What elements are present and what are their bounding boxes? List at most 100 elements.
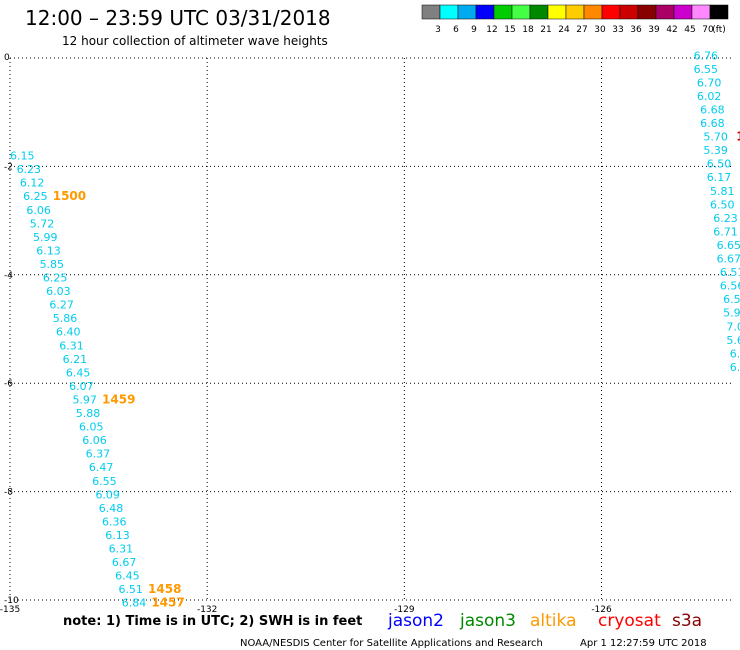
swh-value-cryosat: 6.50 — [710, 198, 735, 211]
plot-grid — [9, 57, 733, 601]
swh-value-cryosat: 5.39 — [703, 144, 728, 157]
swh-value-cryosat: 6.23 — [713, 212, 738, 225]
swh-value-altika: 6.84 — [122, 597, 146, 610]
color-swatch — [565, 4, 585, 20]
pass-time-label: 1457 — [151, 596, 184, 610]
swh-value-altika: 6.12 — [20, 177, 45, 190]
color-scale-label: 30 — [594, 25, 606, 35]
swh-value-altika: 6.27 — [49, 299, 74, 312]
color-scale-label: 9 — [471, 25, 477, 35]
color-scale-label: 27 — [576, 25, 587, 35]
swh-value-altika: 5.97 — [72, 393, 97, 406]
swh-value-altika: 5.86 — [53, 312, 78, 325]
color-swatch — [439, 4, 459, 20]
color-scale-label: 39 — [648, 25, 660, 35]
legend-cryosat: cryosat — [598, 611, 661, 631]
color-scale-label: 18 — [522, 25, 534, 35]
swh-value-altika: 6.40 — [56, 326, 81, 339]
swh-value-altika: 6.25 — [23, 190, 48, 203]
color-scale-label: 33 — [612, 25, 623, 35]
y-tick-label: -4 — [4, 271, 13, 281]
color-swatch — [691, 4, 711, 20]
swh-value-cryosat: 6.55 — [694, 63, 719, 76]
pass-time-label: 1458 — [148, 582, 181, 596]
swh-value-altika: 6.21 — [63, 353, 88, 366]
wave-height-labels: 6.156.236.126.256.065.725.996.135.856.25… — [10, 49, 740, 609]
color-swatch — [493, 4, 513, 20]
footer-timestamp: Apr 1 12:27:59 UTC 2018 — [580, 638, 707, 649]
swh-value-altika: 6.23 — [17, 163, 42, 176]
legend-jason2: jason2 — [387, 611, 444, 631]
swh-value-altika: 6.06 — [26, 204, 50, 217]
y-tick-label: 0 — [4, 53, 10, 63]
swh-value-altika: 6.37 — [86, 448, 111, 461]
pass-time-label: 1338 — [736, 130, 740, 144]
swh-value-altika: 6.51 — [118, 583, 143, 596]
pass-time-label: 1500 — [53, 189, 86, 203]
y-tick-label: -2 — [4, 162, 13, 172]
swh-value-altika: 6.03 — [46, 285, 71, 298]
x-tick-label: -135 — [0, 605, 20, 615]
color-scale-label: 12 — [486, 25, 497, 35]
swh-value-cryosat: 6.70 — [697, 76, 722, 89]
swh-value-altika: 6.31 — [109, 543, 134, 556]
swh-value-cryosat: 5.64 — [726, 334, 740, 347]
color-swatch — [655, 4, 675, 20]
swh-value-altika: 6.45 — [66, 366, 91, 379]
color-swatch — [619, 4, 639, 20]
color-swatch — [511, 4, 531, 20]
x-axis-ticks: -135-132-129-126-123-12( — [0, 605, 612, 615]
swh-value-altika: 6.06 — [82, 434, 107, 447]
chart-subtitle: 12 hour collection of altimeter wave hei… — [62, 34, 328, 48]
pass-time-label: 1459 — [102, 392, 135, 406]
swh-value-cryosat: 6.65 — [717, 239, 740, 252]
swh-value-altika: 6.13 — [105, 529, 129, 542]
swh-value-altika: 6.36 — [102, 515, 127, 528]
color-swatch — [547, 4, 567, 20]
x-tick-label: -126 — [591, 605, 612, 615]
swh-value-cryosat: 6.76 — [694, 49, 719, 62]
color-swatch — [457, 4, 477, 20]
color-swatch — [583, 4, 603, 20]
y-tick-label: -8 — [4, 488, 13, 498]
legend-s3a: s3a — [672, 611, 702, 631]
footer-credit: NOAA/NESDIS Center for Satellite Applica… — [240, 638, 543, 649]
chart-title: 12:00 – 23:59 UTC 03/31/2018 — [25, 6, 331, 30]
legend-jason3: jason3 — [459, 611, 516, 631]
color-scale-label: 21 — [540, 25, 551, 35]
swh-value-altika: 6.31 — [59, 339, 84, 352]
color-swatch — [709, 4, 729, 20]
swh-value-altika: 6.13 — [36, 244, 61, 257]
color-swatch — [673, 4, 693, 20]
y-tick-label: -10 — [4, 596, 19, 606]
swh-value-altika: 5.72 — [30, 217, 55, 230]
swh-value-altika: 6.07 — [69, 380, 94, 393]
color-scale-bar: 3 6 9 12 15 18 21 24 27 30 33 36 39 42 45 70(ft) — [421, 4, 729, 35]
swh-value-cryosat: 6.02 — [697, 90, 722, 103]
swh-value-cryosat: 6.50 — [707, 158, 732, 171]
swh-value-altika: 6.45 — [115, 570, 140, 583]
color-scale-label: 36 — [630, 25, 642, 35]
color-scale-label: 42 — [666, 25, 677, 35]
swh-value-altika: 5.88 — [76, 407, 101, 420]
swh-value-cryosat: 6.67 — [717, 253, 740, 266]
swh-value-altika: 6.25 — [43, 272, 67, 285]
swh-value-cryosat: 6.17 — [707, 171, 732, 184]
swh-value-altika: 6.67 — [112, 556, 137, 569]
color-scale-label: 3 — [435, 25, 441, 35]
footer-note: note: 1) Time is in UTC; 2) SWH is in fe… — [63, 614, 362, 629]
color-swatch — [601, 4, 621, 20]
satellite-legend: jason2 jason3 altika cryosat s3a — [387, 611, 702, 631]
color-scale-label: 24 — [558, 25, 570, 35]
swh-value-altika: 5.99 — [33, 231, 58, 244]
color-scale-label: 70 — [702, 25, 714, 35]
x-tick-label: -129 — [394, 605, 415, 615]
swh-value-altika: 6.09 — [95, 488, 120, 501]
swh-value-cryosat: 5.70 — [703, 131, 728, 144]
swh-value-altika: 6.48 — [99, 502, 124, 515]
swh-value-cryosat: 6.53 — [723, 293, 740, 306]
swh-value-cryosat: 6.46 — [730, 347, 740, 360]
color-swatch — [637, 4, 657, 20]
swh-value-altika: 6.55 — [92, 475, 117, 488]
